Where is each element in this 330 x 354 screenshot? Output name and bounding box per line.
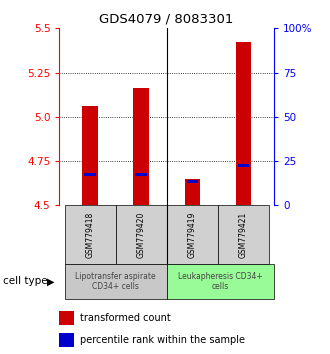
Bar <box>236 42 251 205</box>
Bar <box>82 106 98 205</box>
Bar <box>59 333 74 347</box>
Bar <box>133 88 149 205</box>
Text: ▶: ▶ <box>48 276 55 286</box>
Bar <box>136 173 147 176</box>
Bar <box>186 180 198 183</box>
Text: percentile rank within the sample: percentile rank within the sample <box>80 335 245 345</box>
Bar <box>59 312 74 325</box>
Text: GSM779418: GSM779418 <box>85 211 94 258</box>
Text: cell type: cell type <box>3 276 48 286</box>
Text: Lipotransfer aspirate
CD34+ cells: Lipotransfer aspirate CD34+ cells <box>75 272 156 291</box>
Text: GSM779420: GSM779420 <box>137 211 146 258</box>
Bar <box>167 264 274 299</box>
Text: transformed count: transformed count <box>80 313 171 323</box>
Text: Leukapheresis CD34+
cells: Leukapheresis CD34+ cells <box>178 272 263 291</box>
Title: GDS4079 / 8083301: GDS4079 / 8083301 <box>99 13 234 26</box>
Bar <box>64 205 116 264</box>
Bar <box>115 205 167 264</box>
Bar <box>218 205 269 264</box>
Bar <box>64 264 167 299</box>
Bar <box>84 173 96 176</box>
Bar <box>238 164 249 167</box>
Bar <box>184 179 200 205</box>
Text: GSM779421: GSM779421 <box>239 211 248 258</box>
Bar <box>167 205 218 264</box>
Text: GSM779419: GSM779419 <box>188 211 197 258</box>
